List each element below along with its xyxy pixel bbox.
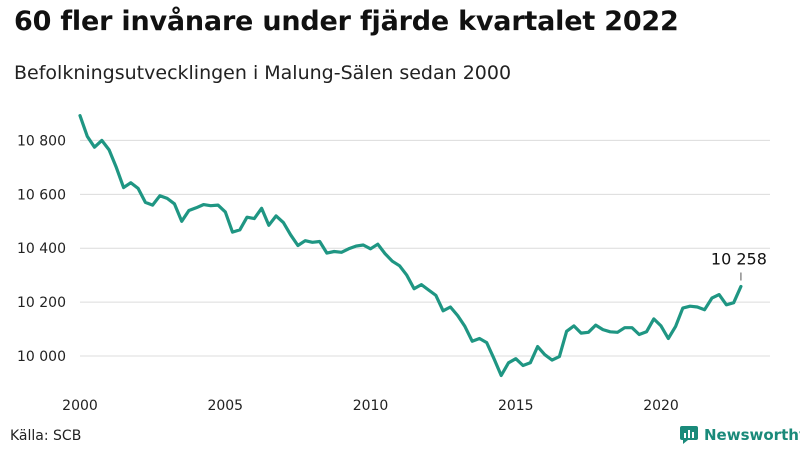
y-tick-label: 10 000 <box>17 349 66 365</box>
brand-name: Newsworthy <box>704 426 800 444</box>
source-label: Källa: SCB <box>10 428 82 444</box>
y-tick-label: 10 400 <box>17 241 66 257</box>
x-axis-ticks: 2000 2005 2010 2015 2020 <box>62 398 679 414</box>
x-tick-label: 2005 <box>207 398 243 414</box>
y-tick-label: 10 800 <box>17 133 66 149</box>
annotation-group: 10 258 <box>711 250 767 281</box>
y-axis-ticks: 10 000 10 200 10 400 10 600 10 800 <box>17 133 66 365</box>
annotation-label: 10 258 <box>711 250 767 269</box>
x-tick-label: 2010 <box>353 398 389 414</box>
series-line <box>78 113 743 378</box>
x-tick-label: 2015 <box>498 398 534 414</box>
x-tick-label: 2000 <box>62 398 98 414</box>
grid-lines <box>80 139 770 357</box>
brand-logo: Newsworthy <box>680 426 800 444</box>
newsworthy-logo-icon <box>680 426 698 444</box>
x-tick-label: 2020 <box>643 398 679 414</box>
chart-title: 60 fler invånare under fjärde kvartalet … <box>14 6 679 37</box>
chart-subtitle: Befolkningsutvecklingen i Malung-Sälen s… <box>14 62 512 84</box>
series-group <box>78 113 743 378</box>
y-tick-label: 10 200 <box>17 295 66 311</box>
y-tick-label: 10 600 <box>17 187 66 203</box>
